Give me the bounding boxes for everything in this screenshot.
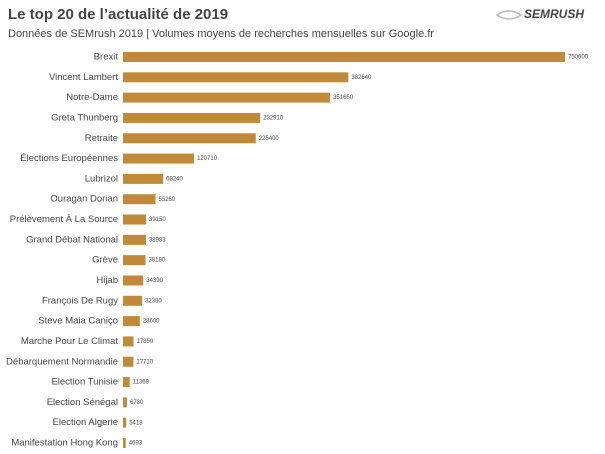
bar: [123, 397, 127, 408]
bar: [123, 133, 256, 144]
category-label: Vincent Lambert: [49, 72, 118, 83]
value-label: 38983: [149, 237, 166, 243]
value-label: 232910: [263, 116, 284, 122]
category-label: Manifestation Hong Kong: [11, 438, 118, 449]
value-label: 68240: [166, 176, 183, 182]
bar: [123, 275, 144, 286]
category-label: Retraite: [85, 133, 118, 144]
bar: [123, 92, 331, 103]
value-label: 6780: [130, 400, 144, 406]
bar: [123, 336, 134, 347]
value-label: 5418: [129, 420, 143, 426]
category-label: Grand Débat National: [26, 234, 118, 245]
value-label: 39150: [149, 217, 166, 223]
category-label: Greta Thunberg: [51, 112, 118, 123]
value-label: 38180: [148, 258, 165, 264]
category-label: Ouragan Dorian: [50, 194, 118, 205]
value-label: 750600: [568, 55, 589, 61]
category-label: Steve Maia Caniço: [38, 316, 118, 327]
category-label: Élections Européennes: [20, 153, 118, 164]
category-label: Prélèvement À La Source: [10, 214, 118, 225]
brand-text: SEMRUSH: [524, 7, 584, 21]
bar: [123, 295, 143, 306]
value-label: 4693: [129, 441, 143, 447]
category-label: François De Rugy: [42, 295, 118, 306]
category-label: Election Tunisie: [51, 377, 118, 388]
category-label: Lubrizol: [85, 173, 118, 184]
value-label: 351650: [333, 95, 354, 101]
bar: [123, 234, 146, 245]
category-label: Brexit: [94, 52, 119, 63]
bar: [123, 52, 565, 62]
bar: [123, 417, 127, 428]
category-label: Hijab: [96, 275, 118, 286]
bar: [123, 255, 146, 266]
bar: [123, 356, 134, 367]
chart-subtitle: Données de SEMrush 2019 | Volumes moyens…: [8, 28, 434, 40]
value-label: 225400: [259, 136, 280, 142]
value-label: 382640: [351, 75, 372, 81]
chart-title: Le top 20 de l’actualité de 2019: [8, 6, 228, 23]
bar: [123, 316, 140, 327]
value-label: 55260: [159, 197, 176, 203]
category-label: Notre-Dame: [66, 92, 118, 103]
bar: [123, 72, 349, 83]
value-label: 120710: [197, 156, 218, 162]
bar: [123, 438, 126, 448]
brand-logo: SEMRUSH: [495, 7, 584, 21]
category-label: Election Sénégal: [47, 397, 118, 408]
value-label: 17710: [136, 359, 153, 365]
category-label: Débarquement Normandie: [6, 356, 118, 367]
bar: [123, 194, 156, 205]
bar: [123, 377, 130, 388]
value-label: 32380: [145, 298, 162, 304]
value-label: 17850: [137, 339, 154, 345]
value-label: 34390: [146, 278, 163, 284]
category-label: Grève: [92, 255, 118, 266]
value-label: 11369: [133, 380, 150, 386]
bar: [123, 214, 147, 225]
bar: [123, 112, 261, 123]
value-label: 28600: [143, 319, 160, 325]
bar: [123, 153, 195, 164]
bar: [123, 173, 164, 184]
category-label: Election Algerie: [53, 417, 118, 428]
category-label: Marche Pour Le Climat: [21, 336, 119, 347]
logo-icon: [495, 10, 523, 20]
